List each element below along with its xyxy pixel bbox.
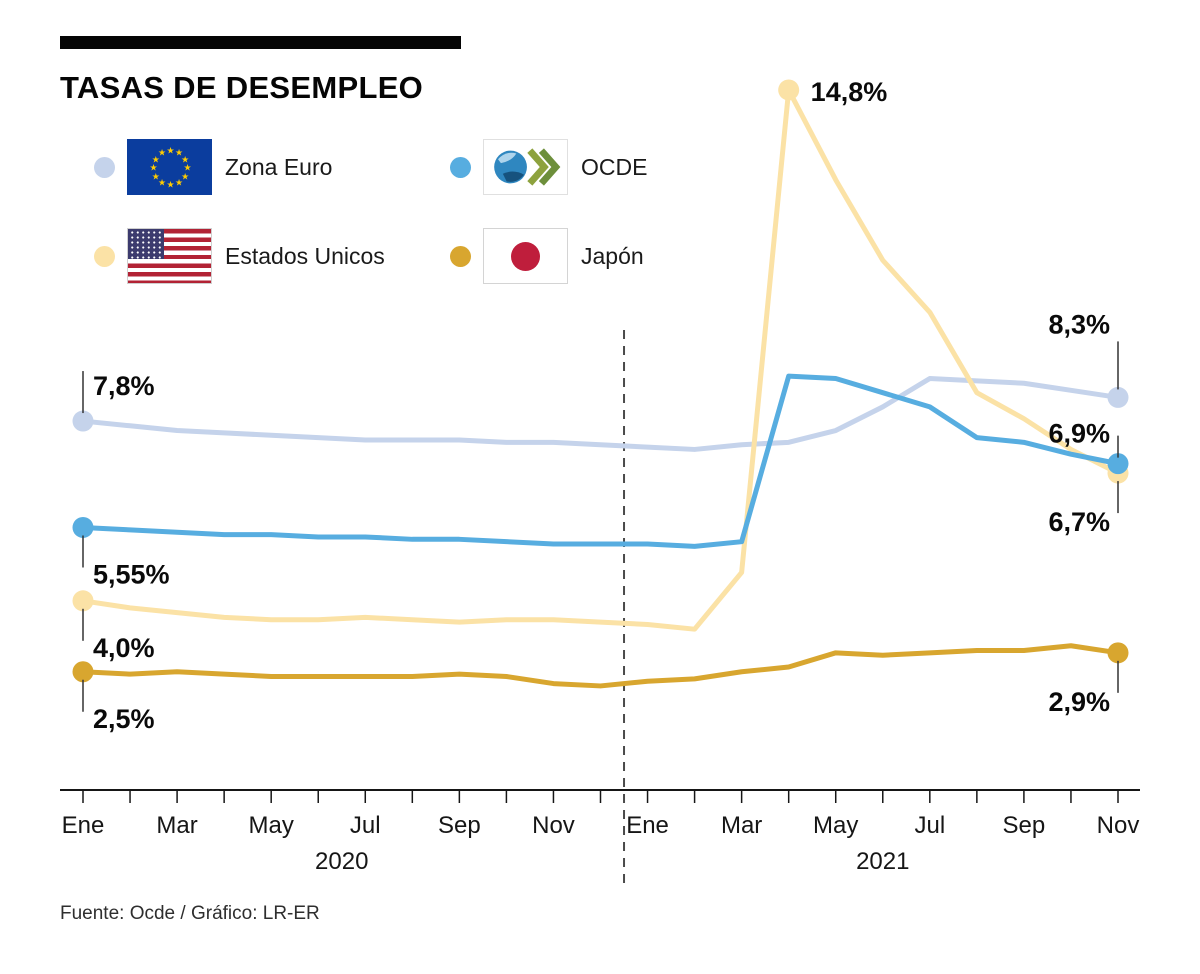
series-marker-estados_unidos (72, 590, 94, 612)
x-tick-label: Nov (532, 812, 575, 839)
series-line-ocde (80, 373, 1121, 549)
annotation-label-ocde: 5,55% (93, 559, 170, 589)
series-marker-japon (1107, 642, 1129, 664)
eu-flag-icon: ★ ★ ★ ★ ★ ★ ★ ★ ★ ★ ★ ★ (127, 139, 212, 195)
series-line-estados_unidos (80, 87, 1121, 632)
title-rule (60, 36, 461, 49)
ocde-globe-shadow (502, 171, 525, 182)
annotation-label-estados_unidos: 6,7% (1048, 507, 1110, 537)
x-tick-label: Mar (156, 812, 197, 839)
ocde-chevron-2 (538, 148, 561, 186)
x-tick-label: Ene (62, 812, 105, 839)
x-tick-label: Jul (914, 812, 945, 839)
eu-flag-star: ★ (166, 179, 175, 190)
annotation-label-japon: 2,9% (1048, 687, 1110, 717)
x-tick-label: Sep (438, 812, 481, 839)
year-label: 2020 (315, 848, 368, 875)
us-flag-icon (127, 228, 212, 284)
annotation-label-estados_unidos: 14,8% (811, 77, 888, 107)
x-tick-label: May (813, 812, 858, 839)
eu-flag-star: ★ (183, 162, 192, 173)
eu-flag-star: ★ (151, 171, 160, 181)
ocde-globe-highlight (498, 152, 517, 164)
ocde-chevron-1 (527, 148, 549, 186)
series-marker-estados_unidos (778, 79, 800, 101)
eu-flag-star: ★ (149, 162, 158, 173)
page-title: TASAS DE DESEMPLEO (60, 70, 424, 105)
x-tick-label: May (249, 812, 294, 839)
annotation-label-estados_unidos: 4,0% (93, 633, 155, 663)
ocde-dot-icon (450, 156, 471, 178)
legend-label-zona-euro: Zona Euro (225, 153, 333, 180)
legend-item-ocde: OCDE (450, 139, 647, 195)
annotation-label-zona_euro: 7,8% (93, 371, 155, 401)
legend-label-estados-unidos: Estados Unicos (225, 242, 385, 269)
legend-item-zona-euro: ★ ★ ★ ★ ★ ★ ★ ★ ★ ★ ★ ★ Zona Euro (94, 139, 450, 195)
legend: ★ ★ ★ ★ ★ ★ ★ ★ ★ ★ ★ ★ Zona Euro OCDE Estados Unic… (94, 139, 647, 284)
header: TASAS DE DESEMPLEO (60, 36, 700, 106)
eu-flag-star: ★ (174, 177, 184, 188)
legend-item-japon: Japón (450, 228, 647, 284)
annotation-label-japon: 2,5% (93, 704, 155, 734)
series-marker-japon (72, 661, 94, 683)
eu-flag-star: ★ (181, 171, 190, 181)
eu-flag-star: ★ (174, 147, 184, 158)
us-flag-canton (128, 229, 164, 259)
annotation-label-ocde: 6,9% (1048, 419, 1110, 449)
series-line-zona_euro (80, 375, 1121, 452)
x-tick-label: Nov (1097, 812, 1140, 839)
series-marker-zona_euro (72, 410, 94, 432)
legend-label-japon: Japón (581, 242, 644, 269)
eu-flag-star: ★ (157, 147, 167, 158)
series-marker-ocde (1107, 453, 1129, 475)
japon-dot-icon (450, 245, 471, 267)
eu-flag-star: ★ (151, 154, 160, 164)
series-marker-ocde (72, 516, 94, 538)
series-marker-zona_euro (1107, 386, 1129, 408)
annotation-label-zona_euro: 8,3% (1048, 309, 1110, 339)
japan-flag-icon (483, 228, 568, 284)
eu-flag-star: ★ (157, 177, 167, 188)
x-tick-label: Sep (1003, 812, 1046, 839)
japan-flag-disc (511, 241, 540, 271)
legend-item-estados-unidos: Estados Unicos (94, 228, 450, 284)
zona-euro-dot-icon (94, 156, 115, 178)
ocde-logo-icon (483, 139, 568, 195)
estados-unidos-dot-icon (94, 245, 115, 267)
x-tick-label: Ene (626, 812, 669, 839)
eu-flag-star: ★ (166, 145, 175, 156)
legend-label-ocde: OCDE (581, 153, 648, 180)
eu-flag-star: ★ (181, 154, 190, 164)
source-credit: Fuente: Ocde / Gráfico: LR-ER (60, 903, 320, 924)
ocde-logo-graphic (484, 140, 567, 194)
x-tick-label: Jul (350, 812, 381, 839)
year-label: 2021 (856, 848, 909, 875)
series-line-japon (80, 643, 1121, 689)
x-tick-label: Mar (721, 812, 762, 839)
